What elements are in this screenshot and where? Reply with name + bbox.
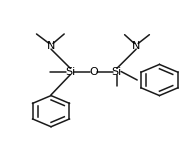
Text: O: O [89, 66, 98, 77]
Text: Si: Si [112, 66, 122, 77]
Text: N: N [132, 41, 140, 51]
Text: N: N [47, 41, 55, 51]
Text: Si: Si [65, 66, 75, 77]
